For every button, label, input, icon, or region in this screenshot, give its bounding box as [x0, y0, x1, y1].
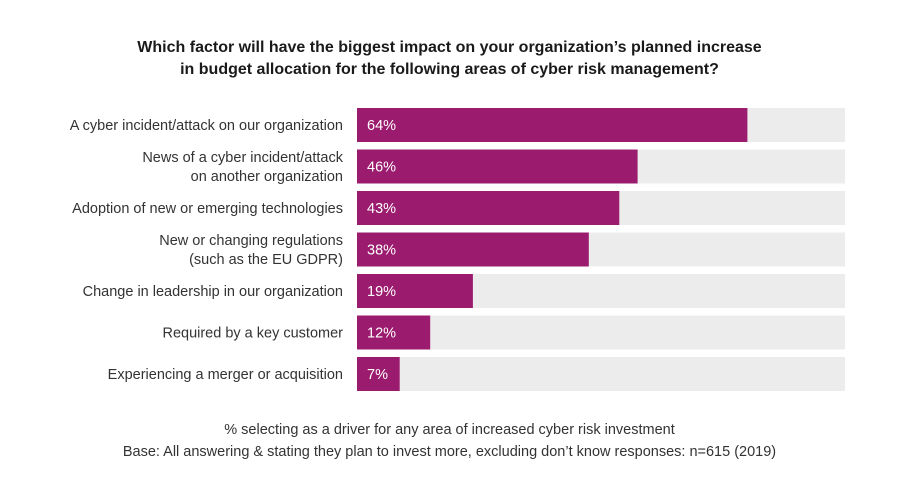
category-label: on another organization — [191, 169, 343, 185]
bar-value-label: 46% — [367, 160, 396, 176]
category-label: Change in leadership in our organization — [83, 284, 343, 300]
bar — [357, 315, 431, 350]
category-label: Adoption of new or emerging technologies — [72, 201, 343, 217]
bar-value-label: 38% — [367, 243, 396, 259]
bar — [357, 274, 473, 308]
bar — [357, 232, 589, 267]
bar-track — [357, 357, 845, 391]
bar-value-label: 12% — [367, 326, 396, 342]
category-label: Experiencing a merger or acquisition — [108, 367, 343, 383]
footer-base: Base: All answering & stating they plan … — [122, 444, 777, 460]
chart-title: Which factor will have the biggest impac… — [0, 37, 899, 81]
bar — [357, 108, 748, 142]
chart-title-line-1: Which factor will have the biggest impac… — [137, 39, 762, 56]
bar-track — [357, 315, 845, 350]
bar — [357, 357, 400, 391]
category-label: A cyber incident/attack on our organizat… — [70, 118, 343, 134]
bar-value-label: 7% — [367, 367, 388, 383]
category-label: Required by a key customer — [162, 326, 343, 342]
bar-value-label: 64% — [367, 118, 396, 134]
category-label: News of a cyber incident/attack — [142, 150, 343, 166]
bar — [357, 191, 620, 225]
bar-value-label: 43% — [367, 201, 396, 217]
footer-note: % selecting as a driver for any area of … — [224, 422, 675, 438]
bar-value-label: 19% — [367, 284, 396, 300]
chart-footer: % selecting as a driver for any area of … — [0, 419, 899, 463]
category-label: (such as the EU GDPR) — [189, 252, 343, 268]
chart-title-line-2: in budget allocation for the following a… — [180, 61, 719, 78]
bar — [357, 149, 638, 184]
category-label: New or changing regulations — [159, 233, 343, 249]
